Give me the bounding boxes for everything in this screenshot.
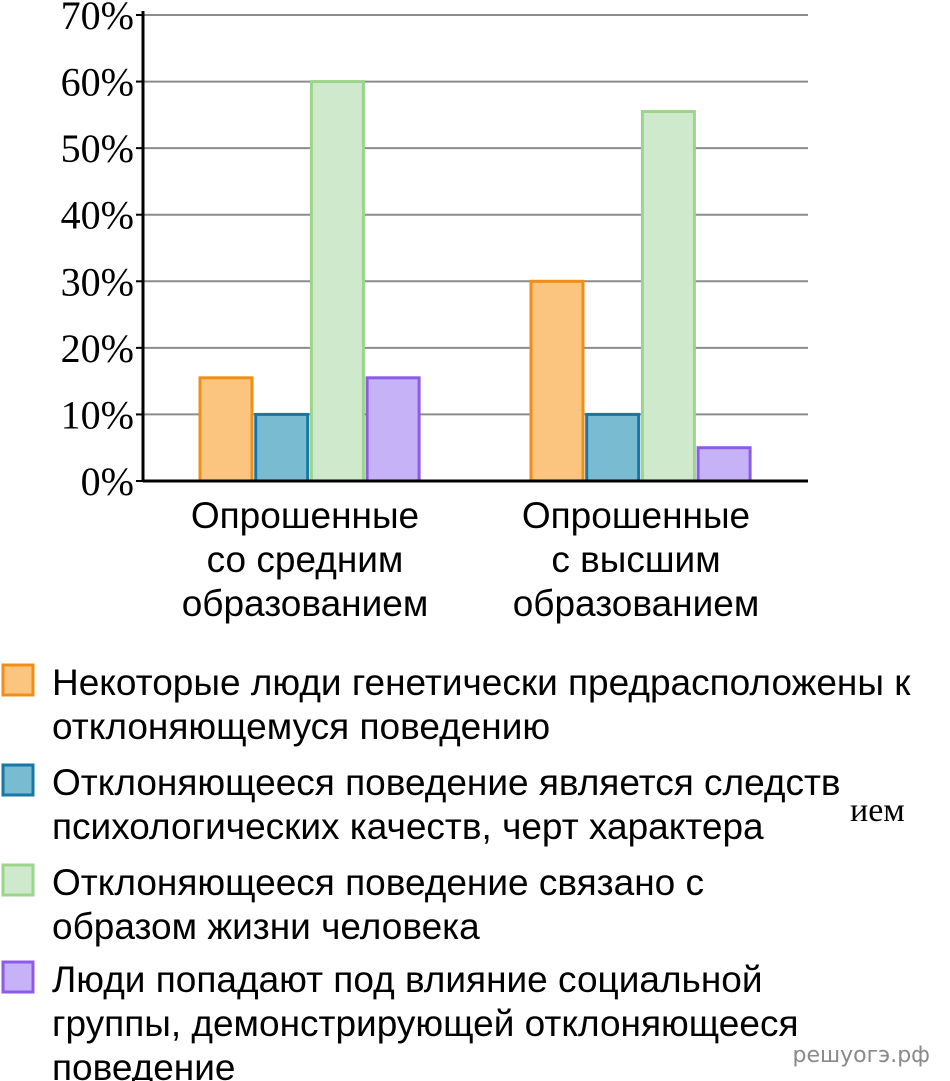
bar xyxy=(585,412,641,483)
legend-swatch xyxy=(1,863,35,897)
bar xyxy=(198,376,254,483)
legend-swatch xyxy=(1,960,35,994)
legend-label: образом жизни человека xyxy=(52,906,480,947)
y-tick-label: 20% xyxy=(61,326,134,371)
legend-swatch xyxy=(1,763,35,797)
bar xyxy=(696,446,752,483)
gridlines xyxy=(136,14,808,482)
y-tick-label: 70% xyxy=(61,0,134,38)
y-tick-label: 10% xyxy=(61,392,134,437)
axes xyxy=(141,11,808,483)
category-label: образованием xyxy=(513,583,760,624)
legend-label: Некоторые люди генетически предрасположе… xyxy=(52,662,911,703)
y-tick-label: 40% xyxy=(61,193,134,238)
legend-label: Отклоняющееся поведение связано с xyxy=(52,862,704,903)
y-tick-label: 0% xyxy=(81,459,134,504)
category-label: Опрошенные xyxy=(191,495,419,536)
bars xyxy=(198,80,752,483)
legend-swatch xyxy=(1,663,35,697)
legend-label: Отклоняющееся поведение является следств xyxy=(52,762,841,803)
category-label: с высшим xyxy=(551,539,720,580)
bar xyxy=(254,412,310,483)
bar xyxy=(309,80,365,483)
watermark: решуогэ.рф xyxy=(792,1043,930,1068)
legend-label: поведение xyxy=(52,1047,235,1081)
bar xyxy=(365,376,421,483)
category-label: со средним xyxy=(207,539,404,580)
legend: Некоторые люди генетически предрасположе… xyxy=(1,662,911,1081)
y-tick-label: 60% xyxy=(61,60,134,105)
y-tick-label: 50% xyxy=(61,126,134,171)
category-label: Опрошенные xyxy=(522,495,750,536)
legend-label: отклоняющемуся поведению xyxy=(52,706,550,747)
bar xyxy=(529,279,585,483)
legend-label: Люди попадают под влияние социальной xyxy=(52,959,763,1000)
category-label: образованием xyxy=(182,583,429,624)
y-tick-labels: 0% 10% 20% 30% 40% 50% 60% 70% xyxy=(61,0,134,504)
bar xyxy=(640,110,696,483)
legend-text-fragment: ием xyxy=(850,792,905,829)
legend-label: психологических качеств, черт характера xyxy=(52,806,764,847)
legend-label: группы, демонстрирующей отклоняющееся xyxy=(52,1003,799,1044)
y-tick-label: 30% xyxy=(61,259,134,304)
